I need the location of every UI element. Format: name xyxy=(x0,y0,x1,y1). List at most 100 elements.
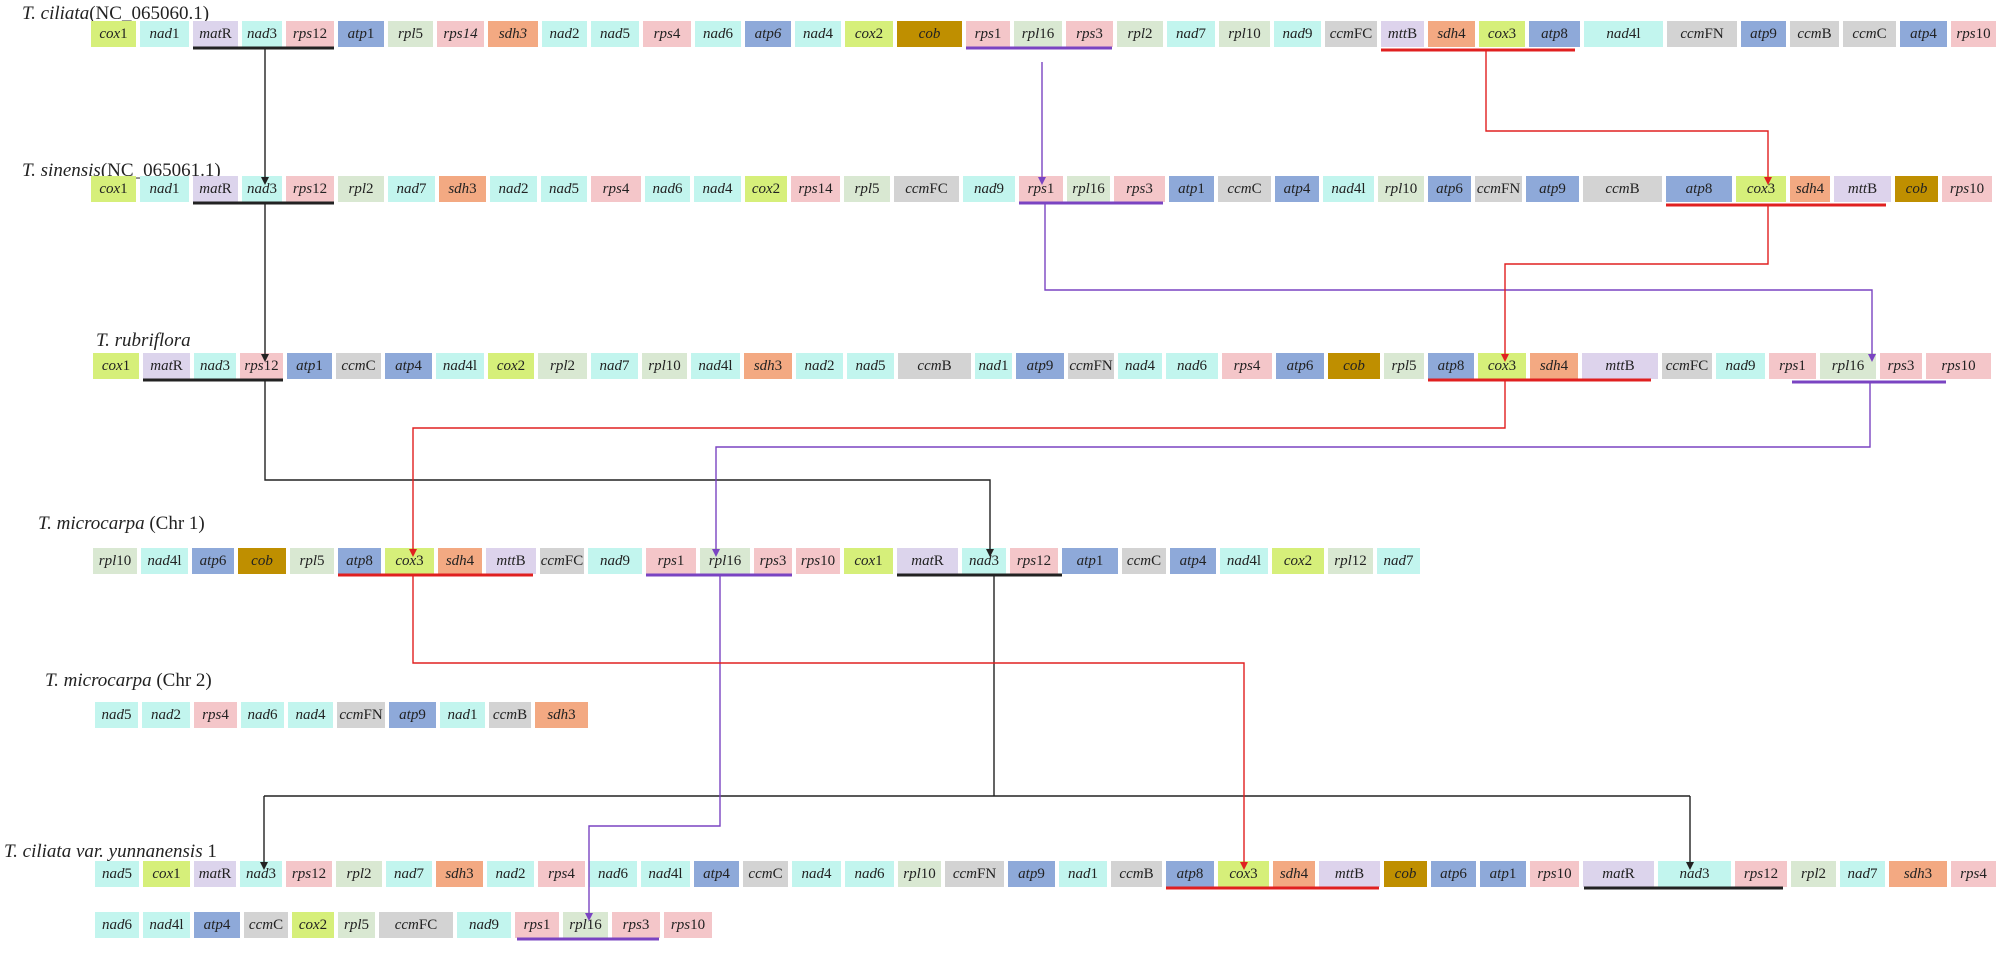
gene-mttb: mtt B xyxy=(1319,861,1380,887)
gene-rpl16: rpl 16 xyxy=(1067,176,1110,202)
gene-ccmfn: ccm FN xyxy=(945,861,1004,887)
gene-rpl10: rpl 10 xyxy=(1219,21,1270,47)
row-title-t-ciliata: T. ciliata(NC_065060.1) xyxy=(22,3,210,24)
gene-nad9: nad 9 xyxy=(963,176,1015,202)
gene-nad4l: nad 4l xyxy=(436,353,484,379)
gene-cob: cob xyxy=(1895,176,1938,202)
gene-rps3: rps 3 xyxy=(1880,353,1922,379)
connector-purple xyxy=(588,575,721,919)
gene-rps4: rps 4 xyxy=(643,21,691,47)
gene-nad4: nad 4 xyxy=(1118,353,1162,379)
gene-rps4: rps 4 xyxy=(591,176,641,202)
gene-ccmc: ccm C xyxy=(1218,176,1271,202)
arrow-purple xyxy=(585,913,593,921)
gene-rpl16: rpl 16 xyxy=(1820,353,1876,379)
gene-nad4l: nad 4l xyxy=(141,548,188,574)
gene-rpl2: rpl 2 xyxy=(538,353,587,379)
gene-ccmb: ccm B xyxy=(489,702,531,728)
gene-atp9: atp 9 xyxy=(1526,176,1579,202)
gene-cob: cob xyxy=(1384,861,1427,887)
gene-nad6: nad 6 xyxy=(589,861,637,887)
gene-nad4l: nad 4l xyxy=(641,861,690,887)
row-title-t-sinensis: T. sinensis(NC_065061.1) xyxy=(22,160,221,181)
gene-mttb: mtt B xyxy=(486,548,536,574)
gene-cox3: cox 3 xyxy=(1479,21,1525,47)
gene-ccmb: ccm B xyxy=(1790,21,1839,47)
arrow-black xyxy=(260,862,268,870)
gene-atp8: atp 8 xyxy=(1428,353,1474,379)
gene-ccmfn: ccm FN xyxy=(1068,353,1114,379)
gene-rpl16: rpl 16 xyxy=(1014,21,1062,47)
gene-rps12: rps 12 xyxy=(240,353,283,379)
gene-rps1: rps 1 xyxy=(1769,353,1816,379)
gene-cox3: cox 3 xyxy=(1478,353,1526,379)
gene-nad5: nad 5 xyxy=(591,21,639,47)
gene-cox1: cox 1 xyxy=(93,353,139,379)
gene-ccmb: ccm B xyxy=(1111,861,1162,887)
gene-nad4l: nad 4l xyxy=(143,912,190,938)
arrow-purple xyxy=(1868,354,1876,362)
gene-matr: mat R xyxy=(194,861,236,887)
gene-cox2: cox 2 xyxy=(745,176,787,202)
gene-rps12: rps 12 xyxy=(286,176,334,202)
gene-mttb: mtt B xyxy=(1582,353,1658,379)
gene-nad7: nad 7 xyxy=(591,353,638,379)
gene-cox1: cox 1 xyxy=(91,176,136,202)
gene-nad1: nad 1 xyxy=(1059,861,1107,887)
arrow-red xyxy=(1240,862,1248,870)
gene-rps12: rps 12 xyxy=(1010,548,1058,574)
gene-nad2: nad 2 xyxy=(796,353,843,379)
gene-matr: mat R xyxy=(193,21,238,47)
gene-nad3: nad 3 xyxy=(242,21,282,47)
gene-cox1: cox 1 xyxy=(844,548,893,574)
gene-nad1: nad 1 xyxy=(440,702,485,728)
connector-black xyxy=(264,380,991,555)
gene-atp8: atp 8 xyxy=(338,548,381,574)
gene-atp9: atp 9 xyxy=(389,702,436,728)
gene-rps10: rps 10 xyxy=(1926,353,1991,379)
gene-nad3: nad 3 xyxy=(240,861,282,887)
gene-rps10: rps 10 xyxy=(1530,861,1579,887)
gene-rps4: rps 4 xyxy=(538,861,585,887)
connector-purple xyxy=(715,382,1871,555)
gene-rps1: rps 1 xyxy=(1019,176,1063,202)
gene-cox2: cox 2 xyxy=(1272,548,1324,574)
gene-rps4: rps 4 xyxy=(1951,861,1996,887)
gene-ccmc: ccm C xyxy=(244,912,288,938)
gene-rps10: rps 10 xyxy=(1951,21,1996,47)
connector-purple xyxy=(1044,203,1873,360)
gene-cox3: cox 3 xyxy=(385,548,434,574)
connector-red xyxy=(412,380,1506,555)
gene-nad4l: nad 4l xyxy=(1220,548,1268,574)
gene-atp1: atp 1 xyxy=(338,21,384,47)
gene-nad9: nad 9 xyxy=(457,912,511,938)
row-title-t-rubriflora: T. rubriflora xyxy=(96,330,191,351)
gene-atp1: atp 1 xyxy=(1169,176,1214,202)
gene-nad7: nad 7 xyxy=(386,861,432,887)
gene-nad3: nad 3 xyxy=(962,548,1006,574)
gene-nad2: nad 2 xyxy=(542,21,587,47)
gene-nad4: nad 4 xyxy=(694,176,741,202)
gene-nad5: nad 5 xyxy=(541,176,587,202)
gene-nad7: nad 7 xyxy=(388,176,435,202)
gene-mttb: mtt B xyxy=(1381,21,1424,47)
gene-sdh4: sdh 4 xyxy=(438,548,482,574)
gene-ccmfc: ccm FC xyxy=(894,176,959,202)
gene-rps12: rps 12 xyxy=(286,861,332,887)
gene-ccmfc: ccm FC xyxy=(540,548,584,574)
gene-rpl2: rpl 2 xyxy=(338,176,384,202)
gene-nad9: nad 9 xyxy=(588,548,642,574)
gene-sdh4: sdh 4 xyxy=(1428,21,1475,47)
gene-atp4: atp 4 xyxy=(385,353,432,379)
gene-rpl10: rpl 10 xyxy=(642,353,687,379)
gene-rpl5: rpl 5 xyxy=(290,548,334,574)
arrow-black xyxy=(986,549,994,557)
gene-rps3: rps 3 xyxy=(1114,176,1165,202)
gene-mttb: mtt B xyxy=(1834,176,1891,202)
gene-rpl5: rpl 5 xyxy=(1384,353,1424,379)
